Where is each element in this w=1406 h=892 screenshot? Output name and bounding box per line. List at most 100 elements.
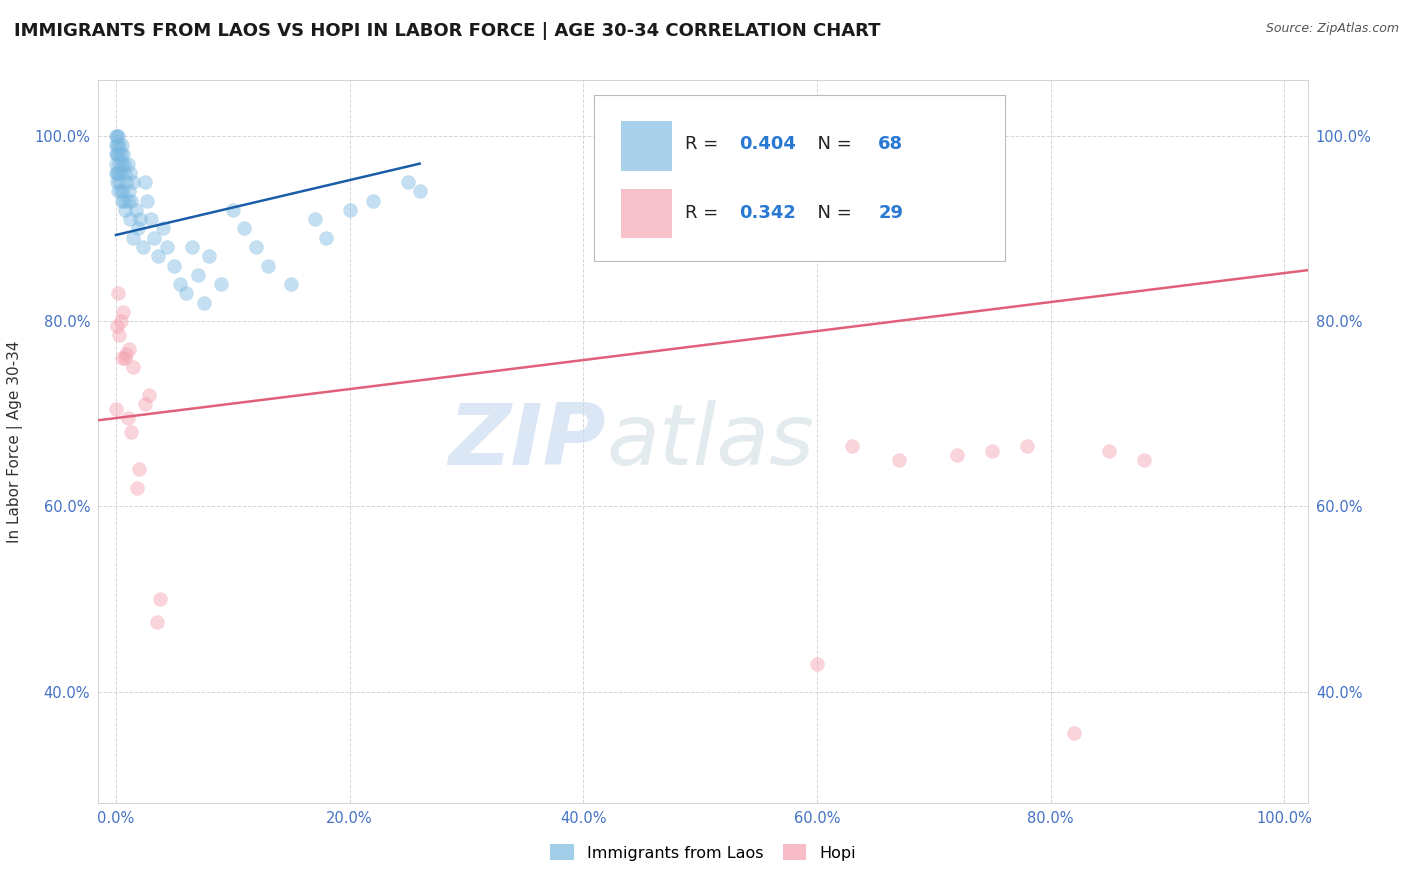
- Point: [169, 277, 191, 291]
- Point: [361, 194, 384, 208]
- Point: [115, 175, 138, 189]
- Point: [193, 295, 215, 310]
- FancyBboxPatch shape: [621, 188, 672, 238]
- Point: [156, 240, 179, 254]
- Text: 0.404: 0.404: [740, 135, 796, 153]
- Point: [117, 411, 139, 425]
- Point: [1063, 726, 1085, 740]
- Point: [111, 185, 134, 199]
- Point: [127, 221, 149, 235]
- Point: [1017, 439, 1039, 453]
- Text: R =: R =: [685, 135, 724, 153]
- Point: [112, 156, 135, 170]
- Point: [107, 166, 129, 180]
- Point: [112, 194, 135, 208]
- Point: [146, 615, 169, 630]
- Point: [108, 175, 131, 189]
- Point: [233, 221, 256, 235]
- Point: [136, 194, 159, 208]
- Point: [122, 175, 145, 189]
- Point: [107, 128, 129, 143]
- Point: [129, 212, 152, 227]
- Point: [128, 462, 150, 476]
- Point: [117, 156, 139, 170]
- Point: [198, 249, 221, 263]
- Point: [105, 147, 128, 161]
- Point: [409, 185, 432, 199]
- Point: [111, 147, 134, 161]
- Point: [104, 156, 127, 170]
- Point: [115, 346, 138, 360]
- Point: [132, 240, 155, 254]
- Point: [396, 175, 419, 189]
- Point: [163, 259, 186, 273]
- Point: [104, 128, 127, 143]
- Text: IMMIGRANTS FROM LAOS VS HOPI IN LABOR FORCE | AGE 30-34 CORRELATION CHART: IMMIGRANTS FROM LAOS VS HOPI IN LABOR FO…: [14, 22, 880, 40]
- Point: [117, 194, 139, 208]
- Point: [114, 351, 136, 366]
- Point: [180, 240, 202, 254]
- Point: [104, 147, 127, 161]
- Point: [174, 286, 197, 301]
- Point: [110, 185, 132, 199]
- Point: [120, 194, 142, 208]
- Point: [122, 360, 145, 375]
- FancyBboxPatch shape: [595, 95, 1005, 260]
- Point: [120, 425, 142, 440]
- Point: [187, 268, 209, 282]
- Point: [105, 175, 128, 189]
- Point: [110, 166, 132, 180]
- Point: [256, 259, 278, 273]
- Text: R =: R =: [685, 203, 724, 221]
- Point: [105, 128, 128, 143]
- Point: [111, 138, 134, 153]
- Point: [114, 202, 136, 217]
- Point: [111, 305, 134, 319]
- Text: N =: N =: [806, 203, 858, 221]
- Text: ZIP: ZIP: [449, 400, 606, 483]
- Point: [107, 147, 129, 161]
- Point: [118, 185, 141, 199]
- Point: [841, 439, 863, 453]
- Point: [125, 481, 148, 495]
- Point: [209, 277, 232, 291]
- Point: [138, 388, 160, 402]
- Point: [1098, 443, 1121, 458]
- Point: [114, 166, 136, 180]
- Point: [118, 212, 141, 227]
- Point: [107, 286, 129, 301]
- Point: [887, 453, 910, 467]
- Y-axis label: In Labor Force | Age 30-34: In Labor Force | Age 30-34: [7, 340, 22, 543]
- Point: [111, 156, 134, 170]
- Point: [104, 402, 127, 417]
- Point: [125, 202, 148, 217]
- Legend: Immigrants from Laos, Hopi: Immigrants from Laos, Hopi: [544, 838, 862, 867]
- Point: [806, 657, 828, 671]
- Point: [339, 202, 361, 217]
- Point: [245, 240, 267, 254]
- Point: [108, 156, 131, 170]
- Point: [315, 231, 337, 245]
- Point: [110, 314, 132, 328]
- Point: [143, 231, 166, 245]
- Point: [146, 249, 169, 263]
- Point: [111, 351, 134, 366]
- Point: [134, 397, 156, 411]
- Point: [104, 138, 127, 153]
- Point: [118, 166, 141, 180]
- Point: [139, 212, 162, 227]
- Point: [110, 147, 132, 161]
- Point: [122, 231, 145, 245]
- Point: [1133, 453, 1156, 467]
- Point: [981, 443, 1004, 458]
- Point: [105, 138, 128, 153]
- FancyBboxPatch shape: [621, 121, 672, 170]
- Text: 0.342: 0.342: [740, 203, 796, 221]
- Point: [134, 175, 156, 189]
- Point: [946, 449, 969, 463]
- Point: [108, 328, 131, 343]
- Point: [104, 166, 127, 180]
- Point: [111, 194, 134, 208]
- Point: [105, 166, 128, 180]
- Point: [222, 202, 245, 217]
